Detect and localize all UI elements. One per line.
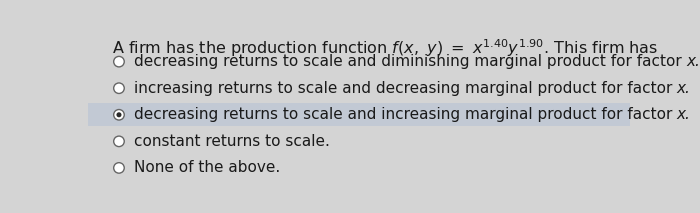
Ellipse shape (113, 109, 124, 120)
Ellipse shape (113, 56, 124, 67)
Ellipse shape (113, 83, 124, 94)
Ellipse shape (113, 163, 124, 173)
Text: None of the above.: None of the above. (134, 160, 280, 176)
Text: A firm has the production function $\mathit{f}(x,\ y)\ =\ x^{1.40}y^{1.90}$. Thi: A firm has the production function $\mat… (112, 37, 658, 59)
Ellipse shape (113, 136, 124, 147)
Text: constant returns to scale.: constant returns to scale. (134, 134, 330, 149)
Ellipse shape (116, 112, 122, 117)
FancyBboxPatch shape (88, 103, 630, 127)
Text: decreasing returns to scale and diminishing marginal product for factor: decreasing returns to scale and diminish… (134, 54, 686, 69)
Text: x.: x. (677, 107, 691, 122)
Text: x.: x. (686, 54, 700, 69)
Text: x.: x. (677, 81, 691, 96)
Text: increasing returns to scale and decreasing marginal product for factor: increasing returns to scale and decreasi… (134, 81, 677, 96)
Text: decreasing returns to scale and increasing marginal product for factor: decreasing returns to scale and increasi… (134, 107, 677, 122)
